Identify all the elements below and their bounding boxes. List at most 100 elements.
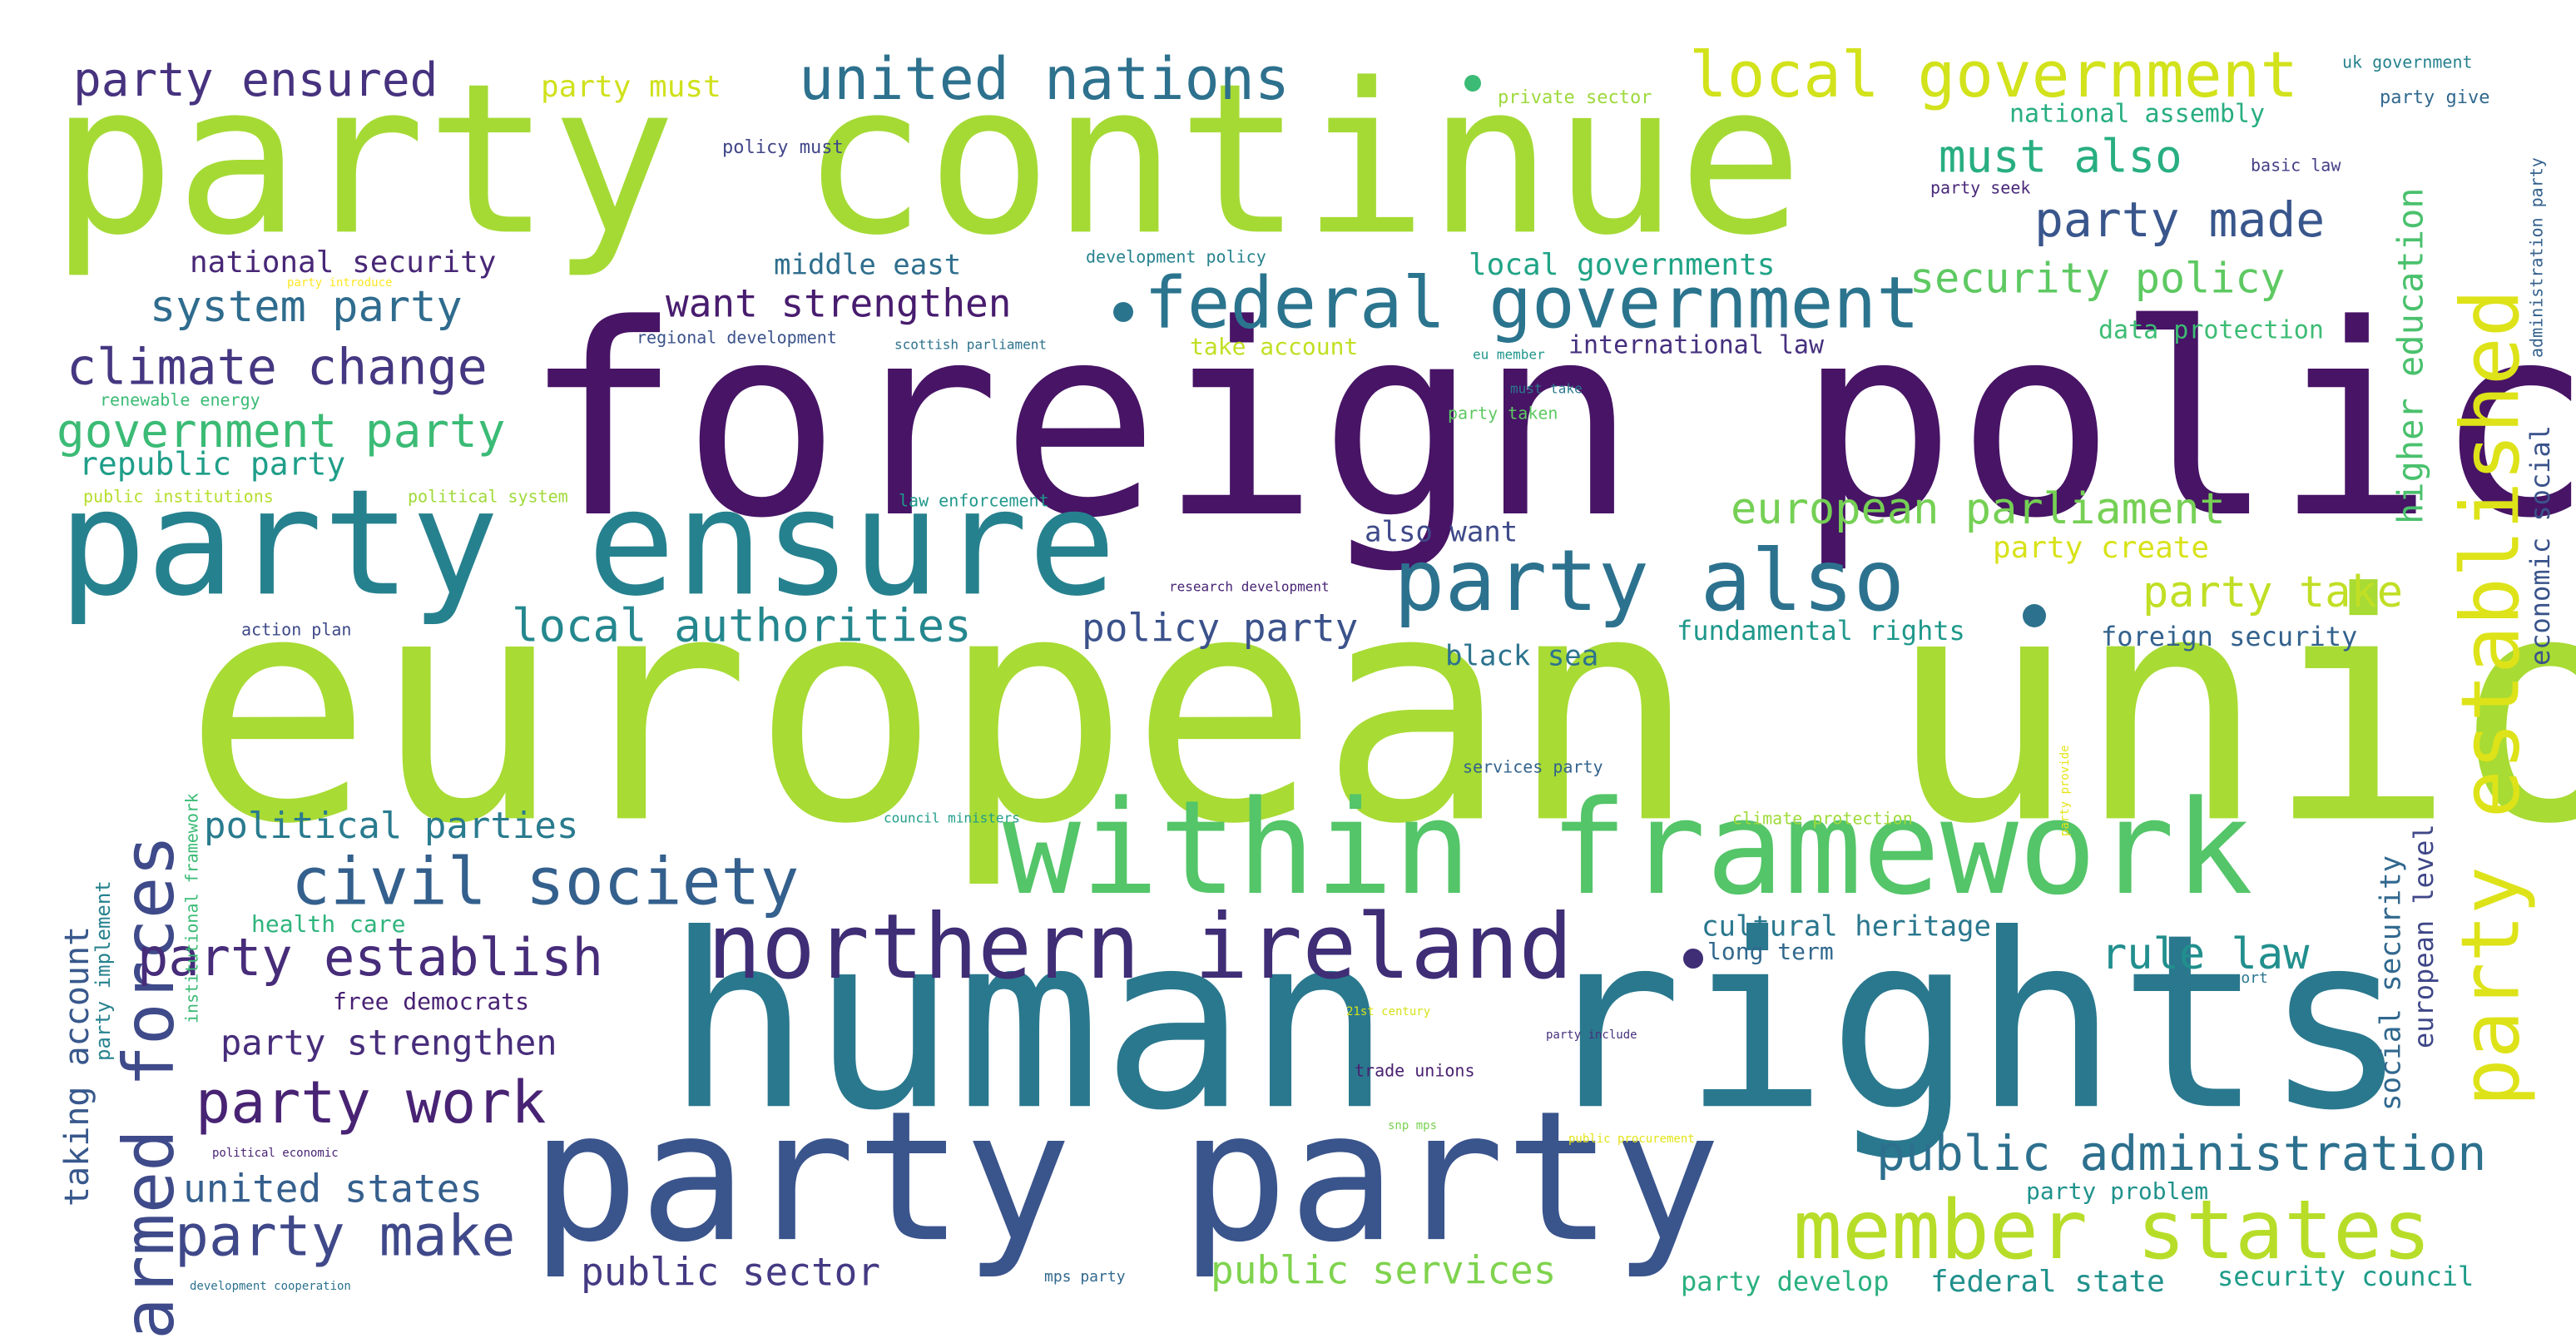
word: private sector (1498, 87, 1652, 108)
word: security policy (1910, 255, 2286, 303)
word: northern ireland (707, 895, 1573, 999)
word: party provide (2058, 745, 2072, 836)
word: data protection (2098, 316, 2324, 345)
word: public sector (581, 1250, 880, 1295)
word: uk government (2342, 52, 2473, 72)
word: higher education (2390, 187, 2431, 524)
dot (1113, 302, 1133, 322)
word: party continue (50, 38, 1803, 280)
word: free democrats (333, 988, 529, 1015)
word: united nations (799, 45, 1290, 113)
word: national security (190, 245, 496, 280)
word: economic social (2524, 425, 2556, 666)
word: system party (150, 282, 463, 332)
word: research development (1169, 579, 1330, 595)
dot (2023, 604, 2046, 627)
word: scottish parliament (894, 337, 1047, 353)
word: public procurement (1568, 1132, 1695, 1146)
dot (1464, 75, 1481, 92)
word: trade unions (1355, 1061, 1475, 1081)
word: services party (1463, 757, 1603, 777)
word: armed forces (108, 835, 190, 1338)
word: party must (541, 70, 721, 104)
word: mps party (1044, 1268, 1126, 1286)
word: party work (196, 1068, 546, 1137)
word: long term (1707, 938, 1834, 965)
word: foreign security (2101, 621, 2357, 652)
word: party seek (1930, 178, 2030, 198)
word: law enforcement (899, 491, 1049, 511)
word: health care (251, 910, 405, 938)
word: party strengthen (220, 1023, 557, 1063)
word: middle east (774, 249, 961, 282)
word: fundamental rights (1677, 615, 1965, 647)
word: political system (408, 487, 568, 507)
word: administration party (2527, 157, 2547, 358)
word: party include (1546, 1028, 1637, 1042)
word: party taken (1448, 404, 1558, 424)
word: political parties (204, 805, 578, 847)
word: local government (1689, 37, 2298, 112)
word: social security (2375, 855, 2408, 1111)
word: development cooperation (190, 1280, 351, 1293)
word: eu member (1473, 347, 1545, 363)
dot (1683, 949, 1703, 969)
word: party problem (2026, 1177, 2208, 1205)
word: party take (2143, 567, 2403, 617)
word: 21st century (1346, 1005, 1430, 1018)
word: within framework (1003, 772, 2253, 924)
word: party introduce (287, 276, 392, 290)
word: climate change (67, 339, 488, 397)
word: party develop (1681, 1266, 1889, 1297)
word: federal government (1144, 261, 1920, 344)
word: council ministers (884, 810, 1020, 826)
word: policy party (1082, 606, 1358, 651)
word: party establish (137, 927, 603, 988)
word: regional development (637, 328, 837, 348)
word: security council (2217, 1261, 2474, 1292)
word: party support (2151, 969, 2268, 987)
word: party ensure (58, 458, 1117, 628)
word: european level (2408, 824, 2440, 1048)
word: european parliament (1731, 484, 2226, 534)
word: party make (175, 1204, 515, 1270)
word: public administration (1876, 1125, 2486, 1182)
word: take account (1190, 333, 1358, 360)
word: international law (1568, 331, 1825, 360)
word: federal state (1930, 1265, 2165, 1299)
word: climate protection (1732, 809, 1913, 829)
word: institutional framework (182, 793, 202, 1023)
word: human rights (666, 883, 2409, 1163)
word: member states (1793, 1183, 2431, 1278)
word: party ensured (73, 53, 438, 107)
word: must also (1939, 131, 2182, 183)
word: black sea (1445, 640, 1598, 673)
word: public institutions (83, 487, 274, 507)
word: public services (1211, 1248, 1556, 1293)
word: want strengthen (666, 281, 1011, 326)
word: party established (2444, 289, 2537, 1107)
word: must take (1510, 381, 1583, 397)
word: policy must (722, 137, 844, 158)
word: rule law (2101, 929, 2310, 979)
word: party give (2380, 87, 2489, 108)
word: snp mps (1388, 1119, 1437, 1132)
word: basic law (2251, 156, 2341, 176)
word: party also (1394, 532, 1905, 631)
word: european union (183, 527, 2576, 893)
word: party party (531, 1073, 1721, 1281)
word: local authorities (512, 600, 972, 652)
word: party create (1993, 531, 2209, 565)
word: party implement (92, 880, 115, 1061)
word: government party (57, 404, 505, 458)
word: united states (183, 1167, 483, 1212)
word: foreign policy (523, 268, 2576, 576)
word: national assembly (2009, 100, 2265, 129)
word: action plan (241, 620, 351, 640)
word: cultural heritage (1702, 910, 1991, 944)
word: local governments (1469, 248, 1775, 282)
word: renewable energy (100, 390, 260, 410)
word: party made (2034, 191, 2325, 248)
